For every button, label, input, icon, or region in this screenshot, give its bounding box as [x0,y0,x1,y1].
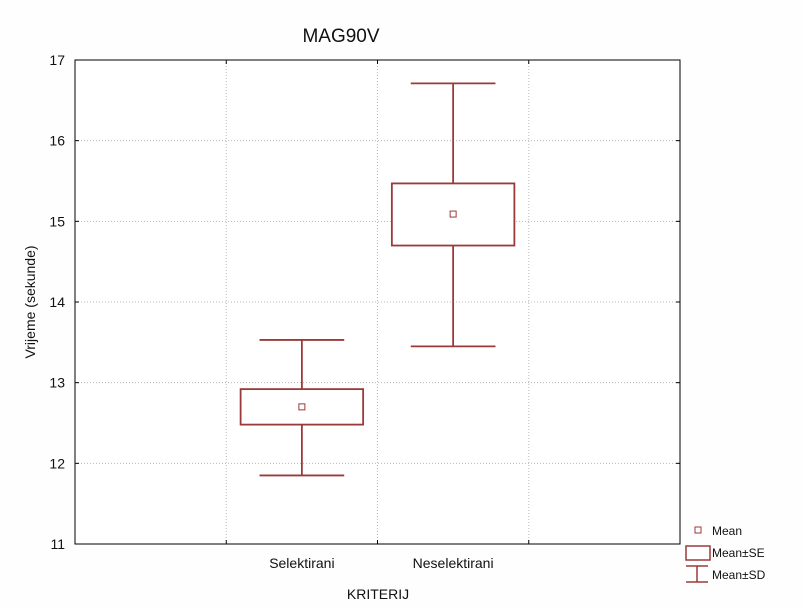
legend-se-box [685,545,711,561]
se-box [239,388,365,426]
gridlines [75,60,680,544]
legend-label-sd: Mean±SD [712,568,766,582]
box-selektirani [239,339,365,477]
y-tick-label: 17 [49,52,65,68]
se-box [390,182,516,247]
x-tick-label: Neselektirani [413,555,494,571]
legend: Mean Mean±SE Mean±SD [685,524,766,583]
y-axis: 11 12 13 14 15 16 17 [49,52,680,552]
y-tick-label: 11 [50,536,65,552]
chart-title: MAG90V [302,26,379,47]
legend-mean-marker [694,526,702,534]
y-tick-label: 16 [49,133,65,149]
y-axis-title: Vrijeme (sekunde) [22,245,38,358]
y-tick-label: 13 [49,375,65,391]
mean-marker [298,403,306,411]
legend-label-se: Mean±SE [712,546,765,560]
y-tick-label: 15 [49,213,65,229]
x-axis-title: KRITERIJ [347,586,409,602]
legend-sd-whisker [686,565,708,583]
legend-label-mean: Mean [712,524,742,538]
x-tick-label: Selektirani [269,555,334,571]
y-tick-label: 14 [49,294,65,310]
box-neselektirani [390,82,516,348]
mean-marker [449,210,457,218]
y-tick-label: 12 [49,455,65,471]
box-series [239,82,516,477]
x-axis: Selektirani Neselektirani [269,555,493,571]
